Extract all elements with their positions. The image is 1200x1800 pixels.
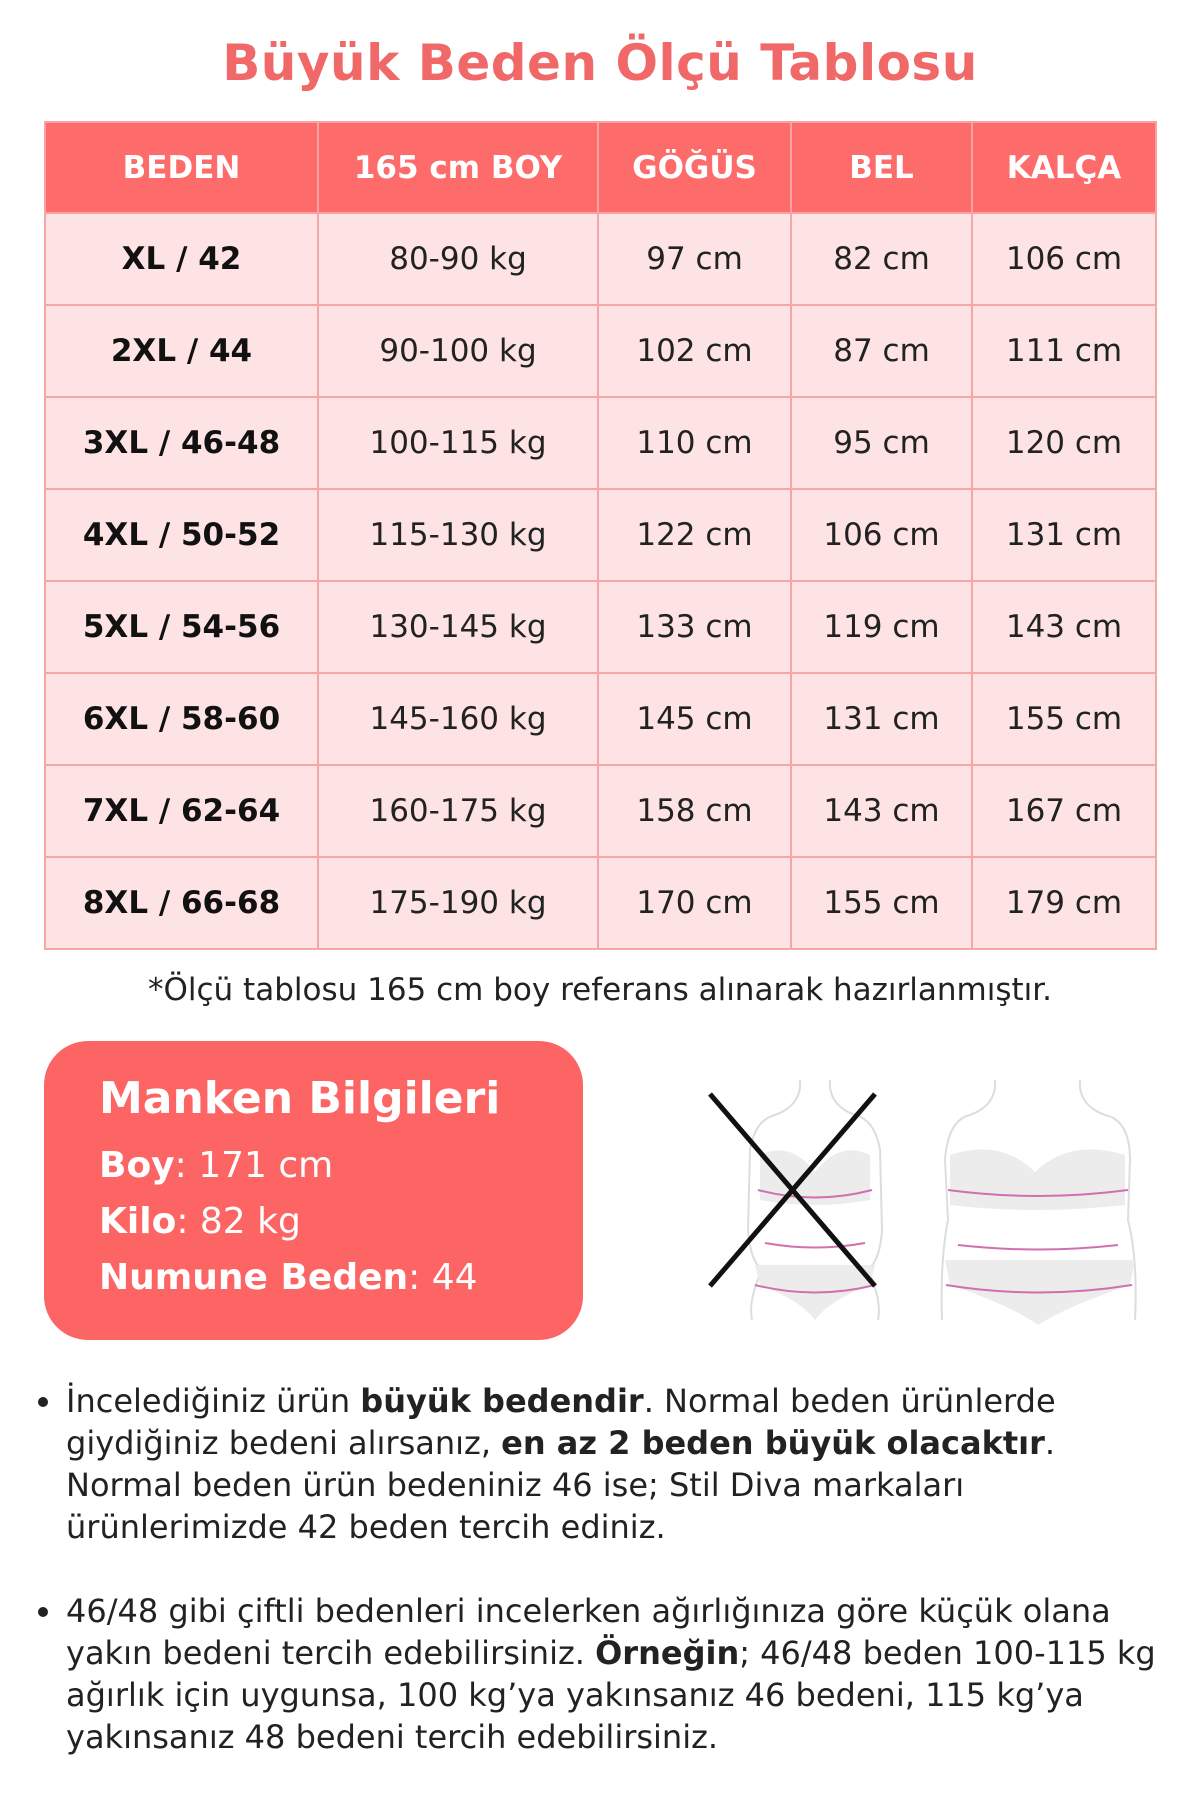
waist-cell: 95 cm — [790, 396, 973, 490]
weight-cell: 80-90 kg — [317, 212, 599, 306]
text: . Normal beden ürün bedeniniz 46 ise; St… — [66, 1424, 1056, 1546]
size-table: BEDEN 165 cm BOY GÖĞÜS BEL KALÇA XL / 42… — [44, 121, 1157, 950]
waist-cell: 106 cm — [790, 488, 973, 582]
page-title: Büyük Beden Ölçü Tablosu — [222, 34, 978, 92]
table-row: 6XL / 58-60 145-160 kg 145 cm 131 cm 155 cm — [44, 672, 1157, 766]
weight-cell: 130-145 kg — [317, 580, 599, 674]
table-row: 3XL / 46-48 100-115 kg 110 cm 95 cm 120 cm — [44, 396, 1157, 490]
size-cell: XL / 42 — [44, 212, 319, 306]
body-figure-correct — [940, 1079, 1137, 1325]
model-weight: Kilo: 82 kg — [99, 1194, 583, 1250]
waist-cell: 119 cm — [790, 580, 973, 674]
size-cell: 4XL / 50-52 — [44, 488, 319, 582]
size-cell: 3XL / 46-48 — [44, 396, 319, 490]
model-sample-size: Numune Beden: 44 — [99, 1250, 583, 1306]
chest-cell: 110 cm — [597, 396, 792, 490]
weight-cell: 100-115 kg — [317, 396, 599, 490]
hip-cell: 111 cm — [971, 304, 1157, 398]
size-cell: 8XL / 66-68 — [44, 856, 319, 950]
header-gogus: GÖĞÜS — [597, 121, 792, 214]
chest-cell: 102 cm — [597, 304, 792, 398]
waist-cell: 87 cm — [790, 304, 973, 398]
weight-cell: 175-190 kg — [317, 856, 599, 950]
table-row: 5XL / 54-56 130-145 kg 133 cm 119 cm 143 cm — [44, 580, 1157, 674]
hip-cell: 120 cm — [971, 396, 1157, 490]
weight-cell: 145-160 kg — [317, 672, 599, 766]
body-figures — [708, 1079, 1137, 1325]
waist-cell: 155 cm — [790, 856, 973, 950]
list-item: İncelediğiniz ürün büyük bedendir. Norma… — [38, 1380, 1168, 1548]
table-row: 4XL / 50-52 115-130 kg 122 cm 106 cm 131 cm — [44, 488, 1157, 582]
model-info-title: Manken Bilgileri — [99, 1073, 501, 1124]
value: : 82 kg — [176, 1201, 301, 1242]
waist-cell: 131 cm — [790, 672, 973, 766]
size-cell: 2XL / 44 — [44, 304, 319, 398]
header-beden: BEDEN — [44, 121, 319, 214]
label: Kilo — [99, 1201, 177, 1242]
size-cell: 5XL / 54-56 — [44, 580, 319, 674]
bold-text: büyük bedendir — [360, 1382, 644, 1420]
table-row: 8XL / 66-68 175-190 kg 170 cm 155 cm 179 cm — [44, 856, 1157, 950]
value: : 171 cm — [174, 1145, 334, 1186]
label: Numune Beden — [99, 1257, 409, 1298]
model-info-card: Manken Bilgileri Boy: 171 cm Kilo: 82 kg… — [44, 1041, 583, 1340]
footnote: *Ölçü tablosu 165 cm boy referans alınar… — [147, 972, 1053, 1008]
model-height: Boy: 171 cm — [99, 1138, 583, 1194]
bold-text: en az 2 beden büyük olacaktır — [501, 1424, 1045, 1462]
info-bullet-1: İncelediğiniz ürün büyük bedendir. Norma… — [38, 1380, 1168, 1548]
waist-cell: 82 cm — [790, 212, 973, 306]
size-cell: 6XL / 58-60 — [44, 672, 319, 766]
table-row: 2XL / 44 90-100 kg 102 cm 87 cm 111 cm — [44, 304, 1157, 398]
hip-cell: 167 cm — [971, 764, 1157, 858]
label: Boy — [99, 1145, 175, 1186]
weight-cell: 90-100 kg — [317, 304, 599, 398]
table-row: XL / 42 80-90 kg 97 cm 82 cm 106 cm — [44, 212, 1157, 306]
text: . Normal beden ürünlerde giydiğiniz bede… — [66, 1382, 1056, 1462]
hip-cell: 143 cm — [971, 580, 1157, 674]
chest-cell: 145 cm — [597, 672, 792, 766]
hip-cell: 155 cm — [971, 672, 1157, 766]
hip-cell: 179 cm — [971, 856, 1157, 950]
chest-cell: 97 cm — [597, 212, 792, 306]
chest-cell: 170 cm — [597, 856, 792, 950]
text: İncelediğiniz ürün — [66, 1382, 361, 1420]
chest-cell: 122 cm — [597, 488, 792, 582]
hip-cell: 106 cm — [971, 212, 1157, 306]
weight-cell: 115-130 kg — [317, 488, 599, 582]
text: 46/48 gibi çiftli bedenleri incelerken a… — [66, 1592, 1111, 1672]
chest-cell: 158 cm — [597, 764, 792, 858]
header-kalca: KALÇA — [971, 121, 1157, 214]
header-boy: 165 cm BOY — [317, 121, 599, 214]
waist-cell: 143 cm — [790, 764, 973, 858]
table-row: 7XL / 62-64 160-175 kg 158 cm 143 cm 167 cm — [44, 764, 1157, 858]
size-cell: 7XL / 62-64 — [44, 764, 319, 858]
hip-cell: 131 cm — [971, 488, 1157, 582]
bold-text: Örneğin — [595, 1634, 740, 1672]
chest-cell: 133 cm — [597, 580, 792, 674]
body-figure-wrong — [708, 1079, 884, 1321]
weight-cell: 160-175 kg — [317, 764, 599, 858]
list-item: 46/48 gibi çiftli bedenleri incelerken a… — [38, 1590, 1168, 1758]
text: ; 46/48 beden 100-115 kg ağırlık için uy… — [66, 1634, 1156, 1756]
header-bel: BEL — [790, 121, 973, 214]
value: : 44 — [408, 1257, 478, 1298]
table-header-row: BEDEN 165 cm BOY GÖĞÜS BEL KALÇA — [44, 121, 1157, 214]
info-bullet-2: 46/48 gibi çiftli bedenleri incelerken a… — [38, 1590, 1168, 1758]
